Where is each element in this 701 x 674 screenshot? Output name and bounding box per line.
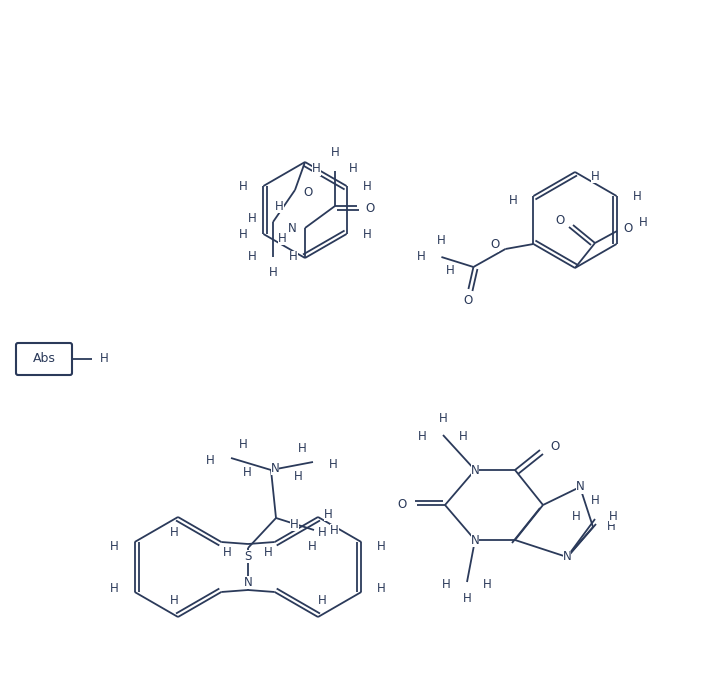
Text: H: H xyxy=(289,251,298,264)
Text: H: H xyxy=(312,162,321,175)
Text: H: H xyxy=(278,231,287,245)
Text: H: H xyxy=(509,193,517,206)
Text: H: H xyxy=(437,235,446,247)
Text: H: H xyxy=(572,510,581,524)
Text: H: H xyxy=(290,518,299,530)
Text: N: N xyxy=(470,534,479,547)
Text: N: N xyxy=(576,481,585,493)
Text: H: H xyxy=(418,431,427,443)
Text: H: H xyxy=(223,545,232,559)
Text: H: H xyxy=(377,582,386,594)
Text: H: H xyxy=(442,578,451,590)
Text: H: H xyxy=(362,179,372,193)
Text: H: H xyxy=(324,508,333,520)
Text: H: H xyxy=(239,437,247,450)
Text: H: H xyxy=(609,510,618,524)
Text: H: H xyxy=(329,458,338,470)
Text: H: H xyxy=(268,266,278,280)
Text: O: O xyxy=(490,239,499,251)
Text: O: O xyxy=(303,185,312,199)
Text: N: N xyxy=(271,462,280,474)
Text: H: H xyxy=(110,582,118,594)
Text: H: H xyxy=(298,441,307,454)
Text: H: H xyxy=(206,454,215,466)
Text: O: O xyxy=(365,202,374,214)
Text: H: H xyxy=(110,539,118,553)
Text: H: H xyxy=(248,212,257,224)
Text: H: H xyxy=(275,200,284,212)
Text: H: H xyxy=(439,412,447,425)
Text: Abs: Abs xyxy=(32,353,55,365)
Text: H: H xyxy=(591,495,599,508)
Text: H: H xyxy=(318,594,327,607)
Text: H: H xyxy=(362,228,372,241)
Text: H: H xyxy=(294,470,303,483)
Text: O: O xyxy=(556,214,565,228)
Text: O: O xyxy=(623,222,632,235)
Text: H: H xyxy=(459,431,468,443)
Text: H: H xyxy=(100,353,109,365)
Text: H: H xyxy=(591,169,600,183)
Text: H: H xyxy=(248,251,257,264)
Text: H: H xyxy=(349,162,358,175)
Text: N: N xyxy=(563,551,571,563)
Text: H: H xyxy=(170,526,178,539)
Text: H: H xyxy=(330,524,339,537)
FancyBboxPatch shape xyxy=(16,343,72,375)
Text: H: H xyxy=(264,545,273,559)
Text: N: N xyxy=(288,222,297,235)
Text: H: H xyxy=(445,264,454,278)
Text: O: O xyxy=(550,439,559,452)
Text: H: H xyxy=(331,146,339,160)
Text: H: H xyxy=(308,539,316,553)
Text: O: O xyxy=(464,295,473,307)
Text: H: H xyxy=(318,526,327,539)
Text: H: H xyxy=(639,216,648,230)
Text: H: H xyxy=(463,592,471,605)
Text: H: H xyxy=(632,189,641,202)
Text: O: O xyxy=(397,499,407,512)
Text: H: H xyxy=(416,251,426,264)
Text: H: H xyxy=(483,578,491,590)
Text: H: H xyxy=(238,228,247,241)
Text: H: H xyxy=(377,539,386,553)
Text: H: H xyxy=(238,179,247,193)
Text: N: N xyxy=(470,464,479,477)
Text: H: H xyxy=(607,520,615,534)
Text: S: S xyxy=(245,549,252,563)
Text: H: H xyxy=(170,594,178,607)
Text: H: H xyxy=(243,466,252,479)
Text: N: N xyxy=(244,576,252,588)
